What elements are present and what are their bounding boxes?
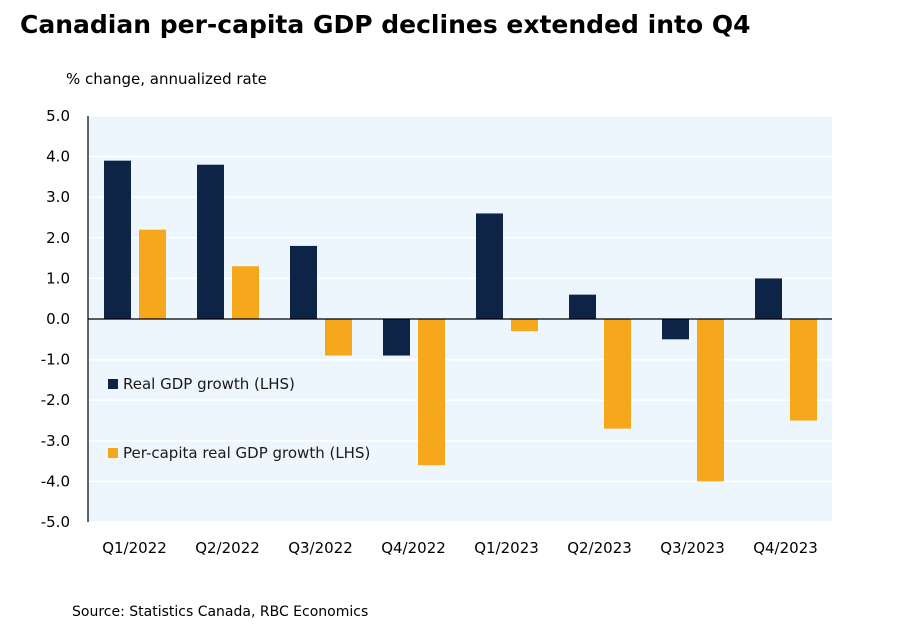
bar-real-gdp	[662, 319, 689, 340]
legend: Real GDP growth (LHS) Per-capita real GDP…	[108, 375, 370, 462]
source-note: Source: Statistics Canada, RBC Economics	[72, 604, 369, 620]
bar-per-capita	[232, 266, 259, 319]
x-tick-label: Q3/2023	[660, 539, 725, 557]
y-tick-label: -3.0	[41, 432, 70, 450]
legend-label-per-capita: Per-capita real GDP growth (LHS)	[123, 444, 370, 462]
legend-swatch-real-gdp	[108, 379, 118, 389]
bar-per-capita	[790, 319, 817, 421]
y-tick-label: 2.0	[46, 229, 70, 247]
y-tick-label: 4.0	[46, 148, 70, 166]
legend-label-real-gdp: Real GDP growth (LHS)	[123, 375, 295, 393]
y-tick-label: 0.0	[46, 310, 70, 328]
bar-per-capita	[511, 319, 538, 332]
y-axis-unit-label: % change, annualized rate	[66, 70, 267, 88]
bar-real-gdp	[197, 164, 224, 319]
bar-per-capita	[139, 229, 166, 319]
y-tick-label: -1.0	[41, 351, 70, 369]
x-tick-label: Q3/2022	[288, 539, 353, 557]
x-tick-label: Q4/2022	[381, 539, 446, 557]
bars	[104, 160, 817, 482]
y-tick-label: 1.0	[46, 269, 70, 287]
x-tick-label: Q2/2023	[567, 539, 632, 557]
bar-real-gdp	[569, 294, 596, 319]
x-tick-label: Q4/2023	[753, 539, 818, 557]
bar-per-capita	[697, 319, 724, 482]
y-tick-label: -5.0	[41, 513, 70, 531]
bar-real-gdp	[104, 160, 131, 319]
bar-per-capita	[604, 319, 631, 429]
y-tick-label: 5.0	[46, 107, 70, 125]
y-tick-label: 3.0	[46, 188, 70, 206]
y-tick-label: -2.0	[41, 391, 70, 409]
x-axis-ticks: Q1/2022 Q2/2022 Q3/2022 Q4/2022 Q1/2023 Q2/20…	[102, 539, 818, 557]
bar-per-capita	[418, 319, 445, 466]
bar-real-gdp	[476, 213, 503, 319]
legend-swatch-per-capita	[108, 448, 118, 458]
bar-per-capita	[325, 319, 352, 356]
chart-title: Canadian per-capita GDP declines extende…	[20, 10, 751, 39]
bar-real-gdp	[290, 245, 317, 319]
bar-real-gdp	[383, 319, 410, 356]
x-tick-label: Q2/2022	[195, 539, 260, 557]
axes	[87, 116, 832, 522]
x-tick-label: Q1/2023	[474, 539, 539, 557]
y-axis-ticks: 5.0 4.0 3.0 2.0 1.0 0.0 -1.0 -2.0 -3.0 -4.0 -5.0	[41, 107, 70, 531]
bar-real-gdp	[755, 278, 782, 319]
x-tick-label: Q1/2022	[102, 539, 167, 557]
y-tick-label: -4.0	[41, 472, 70, 490]
